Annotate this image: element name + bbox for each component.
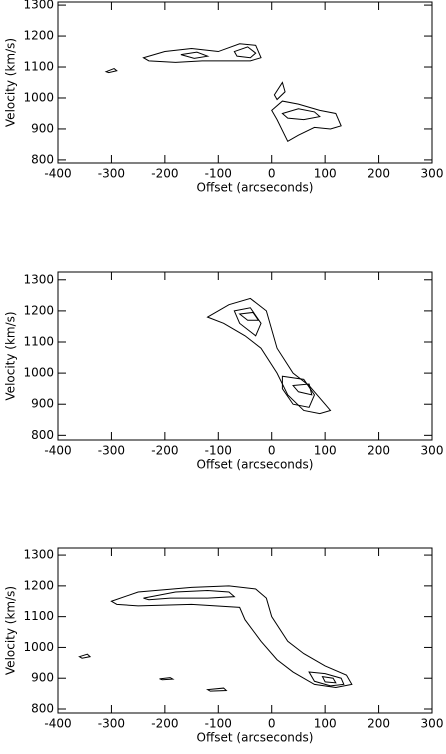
contour xyxy=(143,589,236,601)
x-tick-label: 200 xyxy=(367,444,390,458)
x-tick-label: 100 xyxy=(314,167,337,181)
y-axis-label: Velocity (km/s) xyxy=(4,38,18,127)
contour xyxy=(233,307,262,337)
x-axis-label: Offset (arcseconds) xyxy=(197,731,314,745)
contour xyxy=(206,297,332,415)
x-tick-label: 0 xyxy=(268,167,276,181)
y-tick-label: 1100 xyxy=(23,60,54,74)
y-tick-label: 900 xyxy=(31,397,54,411)
plot-frame xyxy=(57,271,433,441)
x-tick-label: -400 xyxy=(44,444,71,458)
contour xyxy=(180,51,210,59)
y-axis-label: Velocity (km/s) xyxy=(4,311,18,400)
x-tick-label: -300 xyxy=(98,444,125,458)
x-tick-label: -300 xyxy=(98,717,125,731)
y-tick-label: 800 xyxy=(31,701,54,715)
x-tick-label: -100 xyxy=(205,167,232,181)
x-tick-label: 300 xyxy=(421,444,444,458)
y-tick-label: 800 xyxy=(31,428,54,442)
contour xyxy=(110,585,353,688)
x-tick-label: 100 xyxy=(314,717,337,731)
x-axis-label: Offset (arcseconds) xyxy=(197,181,314,195)
contour xyxy=(308,671,345,687)
y-tick-label: 1200 xyxy=(23,578,54,592)
y-tick-label: 800 xyxy=(31,152,54,166)
contour xyxy=(281,375,316,408)
contour xyxy=(205,687,228,692)
y-axis-label: Velocity (km/s) xyxy=(4,586,18,675)
x-tick-label: 0 xyxy=(268,717,276,731)
x-tick-label: -100 xyxy=(205,444,232,458)
y-tick-label: 1200 xyxy=(23,303,54,317)
y-tick-label: 1300 xyxy=(23,272,54,286)
contour xyxy=(159,677,175,681)
x-tick-label: 300 xyxy=(421,717,444,731)
contour xyxy=(281,108,321,121)
y-tick-label: 1000 xyxy=(23,366,54,380)
x-tick-label: -200 xyxy=(151,444,178,458)
y-tick-label: 1100 xyxy=(23,335,54,349)
x-tick-label: -200 xyxy=(151,167,178,181)
y-tick-label: 1000 xyxy=(23,90,54,104)
x-tick-label: 300 xyxy=(421,167,444,181)
contour xyxy=(273,81,286,101)
y-tick-label: 900 xyxy=(31,121,54,135)
contour xyxy=(233,46,257,59)
contour xyxy=(78,653,92,659)
x-tick-label: -400 xyxy=(44,167,71,181)
x-tick-label: -400 xyxy=(44,717,71,731)
x-tick-label: -100 xyxy=(205,717,232,731)
x-tick-label: 200 xyxy=(367,167,390,181)
x-tick-label: 200 xyxy=(367,717,390,731)
contour xyxy=(292,383,313,396)
contour xyxy=(142,43,262,63)
y-tick-label: 1000 xyxy=(23,640,54,654)
contour xyxy=(104,67,118,74)
x-axis-label: Offset (arcseconds) xyxy=(197,458,314,472)
x-tick-label: -300 xyxy=(98,167,125,181)
y-tick-label: 900 xyxy=(31,671,54,685)
x-tick-label: -200 xyxy=(151,717,178,731)
plot-frame xyxy=(57,547,433,714)
y-tick-label: 1100 xyxy=(23,609,54,623)
y-tick-label: 1300 xyxy=(23,0,54,12)
y-tick-label: 1200 xyxy=(23,29,54,43)
y-tick-label: 1300 xyxy=(23,548,54,562)
x-tick-label: 100 xyxy=(314,444,337,458)
contour xyxy=(321,676,337,684)
x-tick-label: 0 xyxy=(268,444,276,458)
plot-frame xyxy=(57,1,433,164)
contour xyxy=(238,311,260,321)
contour xyxy=(271,100,342,143)
